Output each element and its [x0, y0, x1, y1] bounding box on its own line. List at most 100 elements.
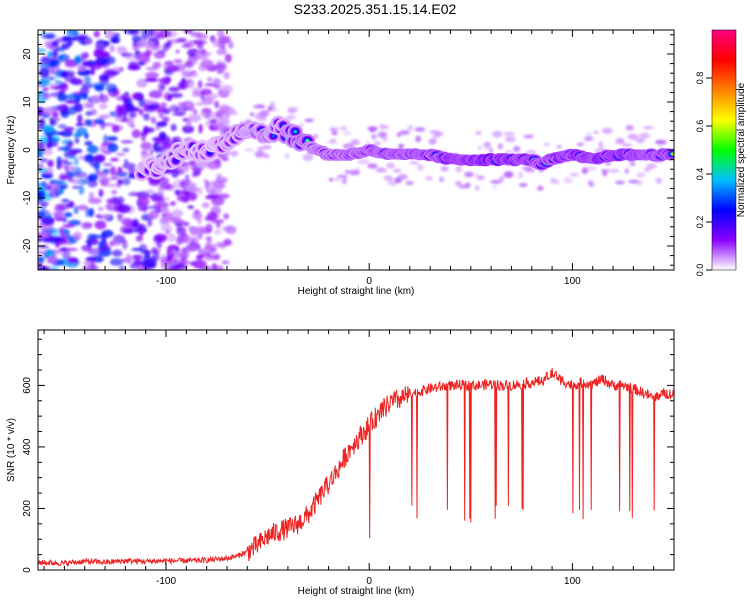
noise-speckle — [39, 67, 50, 78]
noise-speckle — [64, 166, 70, 173]
noise-speckle — [379, 123, 384, 130]
noise-speckle — [103, 134, 109, 144]
noise-speckle — [169, 201, 176, 207]
noise-speckle — [151, 246, 157, 255]
noise-speckle — [43, 148, 53, 156]
noise-speckle — [431, 135, 438, 139]
noise-speckle — [624, 168, 629, 174]
noise-speckle — [357, 159, 370, 165]
noise-speckle — [214, 158, 221, 165]
noise-speckle — [639, 132, 651, 139]
noise-speckle — [214, 229, 222, 235]
noise-speckle — [160, 225, 173, 231]
noise-speckle — [195, 226, 206, 235]
noise-speckle — [54, 80, 63, 85]
noise-speckle — [144, 78, 159, 82]
noise-speckle — [219, 84, 233, 94]
noise-speckle — [439, 176, 445, 183]
noise-speckle — [175, 49, 180, 54]
noise-speckle — [42, 87, 49, 92]
noise-speckle — [79, 92, 88, 100]
noise-speckle — [51, 187, 56, 198]
noise-speckle — [89, 191, 94, 200]
noise-speckle — [127, 64, 141, 71]
noise-speckle — [99, 144, 107, 153]
noise-speckle — [268, 107, 278, 112]
noise-speckle — [177, 102, 187, 107]
noise-speckle — [176, 169, 185, 175]
noise-speckle — [38, 256, 45, 263]
noise-speckle — [330, 138, 337, 142]
noise-speckle — [52, 111, 59, 118]
noise-speckle — [166, 39, 173, 45]
noise-speckle — [342, 177, 347, 185]
noise-speckle — [94, 118, 105, 125]
noise-speckle — [124, 53, 138, 61]
noise-speckle — [145, 71, 159, 79]
noise-speckle — [122, 239, 128, 250]
noise-speckle — [158, 131, 167, 140]
noise-speckle — [60, 130, 73, 137]
noise-speckle — [40, 94, 45, 98]
noise-speckle — [348, 169, 361, 176]
noise-speckle — [72, 171, 87, 179]
noise-speckle — [169, 92, 183, 98]
bottom-x-tick-label: -100 — [156, 576, 176, 587]
noise-speckle — [625, 124, 634, 131]
noise-speckle — [55, 210, 65, 218]
noise-speckle — [161, 207, 170, 213]
noise-speckle — [197, 218, 202, 225]
noise-speckle — [179, 249, 190, 259]
noise-speckle — [120, 140, 134, 144]
noise-speckle — [221, 260, 230, 265]
noise-speckle — [223, 71, 230, 80]
noise-speckle — [463, 171, 474, 178]
noise-speckle — [212, 38, 220, 48]
noise-speckle — [155, 201, 162, 206]
noise-speckle — [183, 30, 193, 34]
noise-speckle — [192, 211, 203, 220]
noise-speckle — [207, 77, 213, 82]
noise-speckle — [148, 210, 160, 220]
noise-speckle — [204, 83, 217, 87]
noise-speckle — [54, 203, 65, 213]
noise-speckle — [74, 156, 79, 166]
noise-speckle — [655, 139, 667, 145]
noise-speckle — [224, 53, 232, 63]
noise-speckle — [124, 97, 133, 107]
noise-speckle — [393, 168, 402, 173]
noise-speckle — [375, 167, 387, 173]
noise-speckle — [254, 150, 266, 158]
noise-speckle — [107, 136, 118, 142]
noise-speckle — [264, 153, 270, 159]
noise-speckle — [192, 166, 202, 175]
noise-speckle — [216, 48, 227, 56]
noise-speckle — [204, 180, 210, 190]
noise-speckle — [50, 69, 55, 75]
noise-speckle — [188, 113, 202, 123]
noise-speckle — [131, 129, 141, 139]
noise-speckle — [70, 78, 83, 86]
top-y-tick-label: 0 — [22, 147, 33, 153]
noise-speckle — [405, 180, 414, 186]
noise-speckle — [98, 103, 108, 110]
noise-speckle — [214, 100, 220, 109]
noise-speckle — [57, 93, 68, 102]
noise-speckle — [87, 248, 100, 255]
noise-speckle — [218, 193, 230, 200]
noise-speckle — [56, 183, 69, 188]
noise-speckle — [39, 158, 48, 163]
noise-speckle — [503, 131, 516, 136]
noise-speckle — [47, 141, 54, 149]
noise-speckle — [518, 182, 528, 188]
noise-speckle — [518, 171, 523, 179]
noise-speckle — [636, 180, 643, 186]
noise-speckle — [131, 218, 139, 228]
noise-speckle — [343, 131, 352, 136]
noise-speckle — [587, 180, 594, 186]
noise-speckle — [454, 181, 462, 186]
noise-speckle — [77, 114, 83, 124]
noise-speckle — [126, 117, 135, 127]
noise-speckle — [38, 232, 49, 239]
noise-speckle — [136, 78, 148, 88]
